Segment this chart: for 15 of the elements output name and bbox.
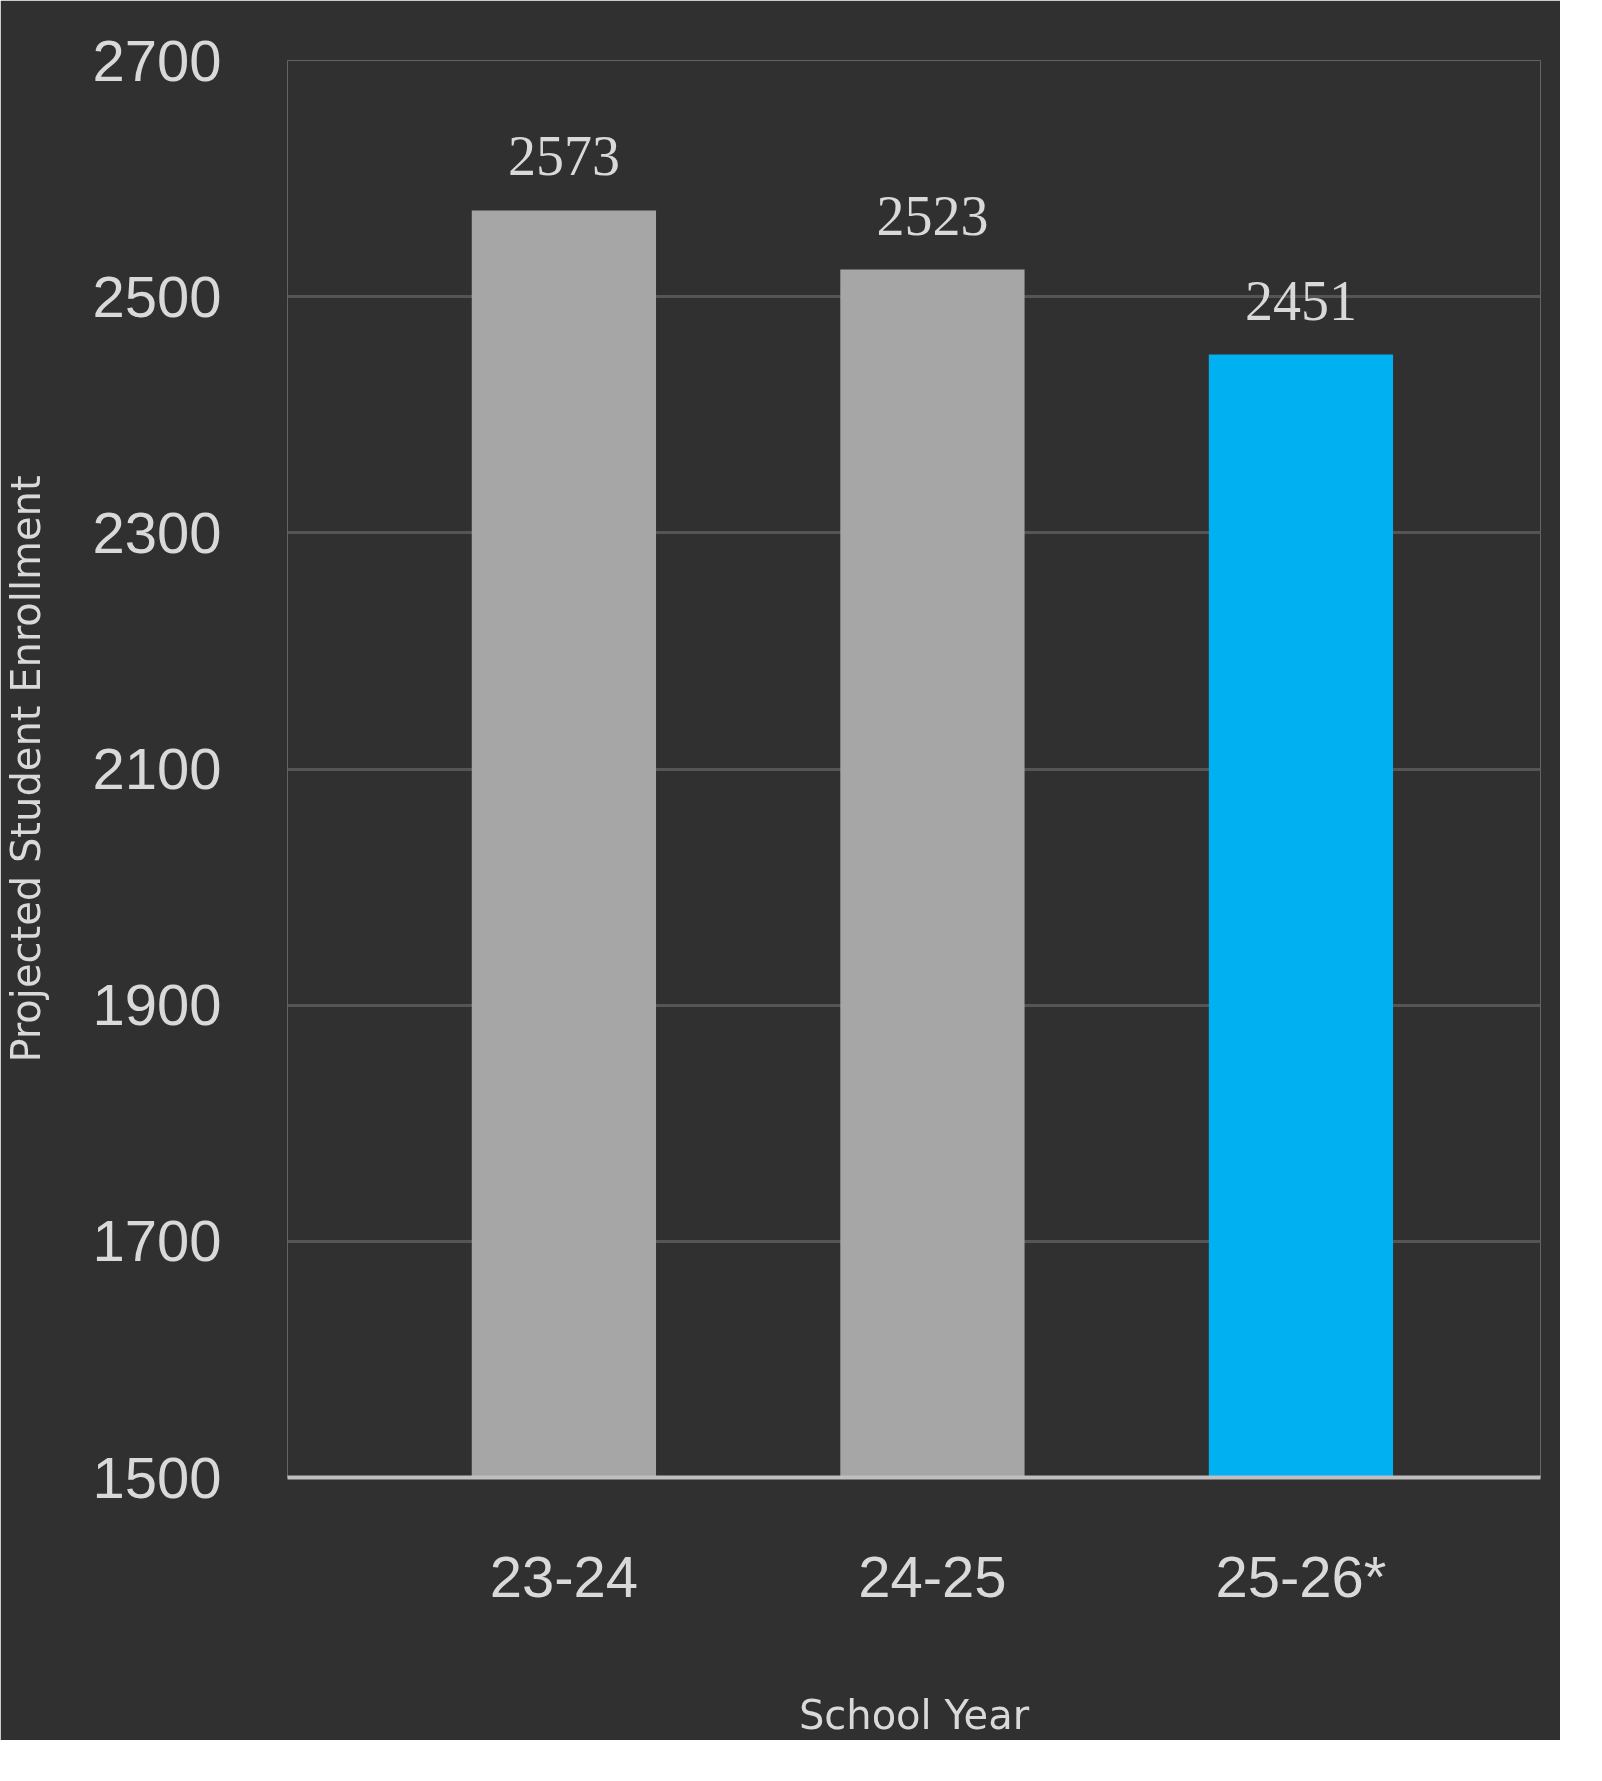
y-axis-title: Projected Student Enrollment (3, 475, 50, 1063)
x-tick-label: 25-26* (1215, 1543, 1387, 1609)
y-tick-label: 2700 (92, 27, 222, 93)
x-tick-label: 24-25 (858, 1543, 1007, 1609)
y-tick-label: 2100 (92, 736, 222, 801)
y-tick-label: 1500 (92, 1444, 222, 1510)
data-label: 2523 (876, 184, 989, 247)
data-label: 2451 (1244, 269, 1357, 332)
x-tick-label: 23-24 (489, 1543, 639, 1609)
y-tick-label: 2300 (92, 499, 222, 565)
y-tick-label: 2500 (92, 263, 222, 329)
y-tick-label: 1900 (92, 972, 222, 1038)
y-tick-label: 1700 (92, 1208, 222, 1274)
data-label: 2573 (507, 125, 620, 188)
x-axis-title: School Year (798, 1691, 1030, 1738)
